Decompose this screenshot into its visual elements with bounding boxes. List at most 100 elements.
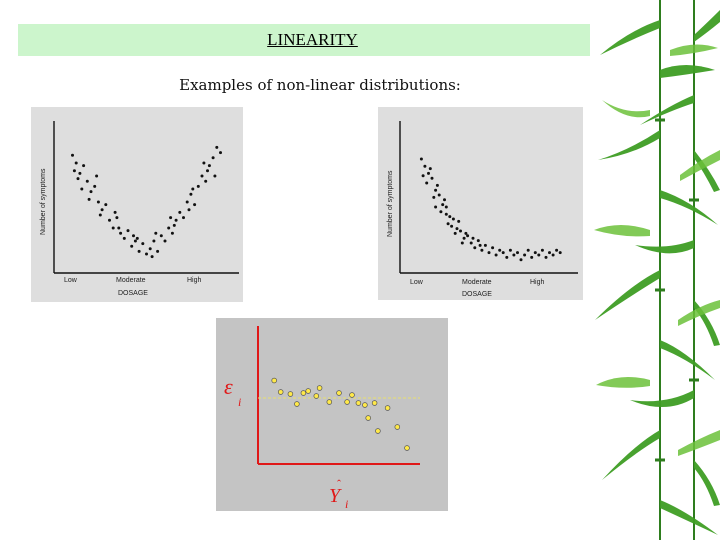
data-point <box>464 231 468 235</box>
data-point <box>78 171 82 175</box>
data-point <box>185 200 189 204</box>
data-point <box>145 252 148 256</box>
data-point <box>294 401 300 407</box>
data-point <box>526 248 530 252</box>
data-point <box>434 188 438 192</box>
data-point <box>443 198 446 202</box>
data-point <box>132 234 135 238</box>
data-point <box>365 415 371 421</box>
data-point <box>498 248 502 252</box>
data-point <box>444 205 448 209</box>
u-shaped-scatter-figure: Number of symptoms Low Moderate High DOS… <box>31 107 243 302</box>
data-point <box>133 239 137 243</box>
data-point <box>85 179 89 183</box>
data-point <box>462 236 466 240</box>
data-point <box>437 193 441 197</box>
data-point <box>182 216 185 220</box>
data-point <box>371 400 378 406</box>
x-tick-low: Low <box>64 277 78 284</box>
data-point <box>316 385 323 391</box>
data-points <box>71 145 222 259</box>
data-point <box>516 251 519 255</box>
data-point <box>72 169 76 173</box>
decaying-scatter-figure: Number of symptoms Low Moderate High DOS… <box>378 107 583 300</box>
data-point <box>119 231 123 235</box>
data-point <box>96 200 100 204</box>
data-point <box>446 222 450 226</box>
data-point <box>355 400 362 406</box>
data-point <box>394 424 401 430</box>
data-point <box>423 164 427 168</box>
data-point <box>100 208 104 212</box>
data-point <box>427 171 430 175</box>
data-point <box>491 246 495 250</box>
data-point <box>169 216 173 220</box>
data-point <box>425 181 429 185</box>
data-point <box>93 184 97 188</box>
data-point <box>141 242 145 246</box>
data-point <box>196 184 200 188</box>
data-point <box>508 248 512 252</box>
data-point <box>362 402 368 408</box>
data-point <box>460 241 464 245</box>
data-point <box>444 212 448 216</box>
data-point <box>540 248 544 252</box>
data-point <box>76 177 80 181</box>
data-point <box>170 231 174 235</box>
data-points <box>271 377 410 451</box>
data-point <box>172 223 176 227</box>
x-tick-high: High <box>187 277 202 284</box>
data-point <box>191 187 195 191</box>
data-point <box>487 251 491 255</box>
data-point <box>167 226 171 230</box>
residual-plot-figure: ε i Y ˆ i <box>216 318 448 511</box>
data-point <box>469 241 473 245</box>
data-point <box>457 219 461 223</box>
data-point <box>95 174 99 178</box>
data-point <box>451 217 455 221</box>
data-point <box>480 248 484 252</box>
data-point <box>277 389 284 395</box>
data-point <box>207 164 211 168</box>
data-point <box>159 234 163 238</box>
data-point <box>494 253 498 257</box>
data-point <box>154 231 158 235</box>
data-point <box>501 251 505 255</box>
data-point <box>326 399 333 405</box>
data-point <box>163 239 167 243</box>
x-axis-label: DOSAGE <box>118 290 148 297</box>
data-point <box>537 253 541 257</box>
data-point <box>271 377 277 384</box>
data-point <box>204 179 208 183</box>
residual-subscript-i: i <box>238 395 241 409</box>
data-point <box>108 218 111 222</box>
data-point <box>432 195 436 199</box>
data-point <box>483 243 487 247</box>
data-point <box>439 210 443 214</box>
data-point <box>512 253 516 257</box>
data-point <box>505 255 509 259</box>
data-point <box>349 392 355 398</box>
data-point <box>113 210 117 214</box>
data-point <box>178 210 182 214</box>
data-point <box>453 231 457 235</box>
data-point <box>82 164 86 168</box>
data-point <box>115 216 119 220</box>
fitted-y-label: Y <box>329 485 342 507</box>
data-point <box>287 391 294 397</box>
data-point <box>466 234 470 238</box>
data-point <box>87 197 91 201</box>
data-point <box>187 208 191 212</box>
data-point <box>441 203 445 207</box>
data-point <box>206 169 209 173</box>
data-point <box>313 393 320 399</box>
data-point <box>476 239 480 243</box>
data-point <box>450 224 454 228</box>
data-point <box>523 253 527 257</box>
x-tick-low: Low <box>410 279 424 286</box>
data-point <box>473 246 477 250</box>
page-title: LINEARITY <box>267 30 358 49</box>
data-point <box>117 226 121 230</box>
data-point <box>152 239 156 243</box>
data-point <box>211 156 215 160</box>
